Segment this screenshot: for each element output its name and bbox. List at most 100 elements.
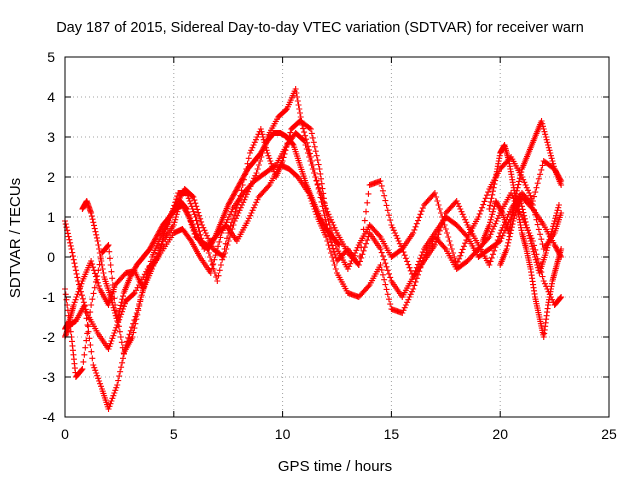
data-point xyxy=(193,217,200,224)
data-point xyxy=(99,266,106,272)
data-point xyxy=(252,202,259,208)
data-point xyxy=(460,214,467,220)
data-point xyxy=(514,202,521,208)
data-point xyxy=(265,183,272,190)
data-point xyxy=(245,188,252,195)
data-point xyxy=(117,368,124,375)
data-point xyxy=(405,261,412,268)
data-point xyxy=(359,235,366,242)
data-point xyxy=(412,278,419,285)
data-point xyxy=(546,236,553,243)
data-point xyxy=(112,387,119,394)
data-point xyxy=(107,262,114,268)
data-point xyxy=(486,222,493,228)
data-point xyxy=(314,182,321,188)
data-point xyxy=(104,242,111,249)
data-point xyxy=(547,150,554,156)
data-point xyxy=(440,217,447,224)
data-point xyxy=(114,314,121,321)
data-point xyxy=(408,288,415,295)
data-point xyxy=(318,175,325,182)
data-layer xyxy=(62,86,565,412)
data-point xyxy=(446,238,453,244)
data-point xyxy=(382,260,389,267)
data-point xyxy=(531,193,538,200)
data-point xyxy=(92,278,99,285)
data-point xyxy=(356,253,363,260)
data-point xyxy=(353,247,360,254)
y-tick-label: -2 xyxy=(43,329,56,345)
data-point xyxy=(526,190,533,196)
data-point xyxy=(237,204,244,211)
data-point xyxy=(74,291,81,298)
data-point xyxy=(330,222,337,228)
data-point xyxy=(401,304,408,311)
data-point xyxy=(95,242,102,248)
data-point xyxy=(90,219,97,226)
data-point xyxy=(287,129,294,136)
data-point xyxy=(110,332,117,339)
series-track-6 xyxy=(486,142,565,340)
data-point xyxy=(550,220,557,227)
data-point xyxy=(547,152,554,159)
data-point xyxy=(107,400,114,407)
data-point xyxy=(139,287,146,294)
data-point xyxy=(476,210,483,217)
data-point xyxy=(249,207,256,214)
data-point xyxy=(119,296,126,303)
data-point xyxy=(121,300,128,307)
data-point xyxy=(489,188,496,195)
data-point xyxy=(294,98,301,104)
data-point xyxy=(504,242,511,249)
data-point xyxy=(404,258,411,265)
data-point xyxy=(399,246,406,252)
data-point xyxy=(157,246,164,252)
data-point xyxy=(520,176,527,183)
data-point xyxy=(73,270,80,277)
data-point xyxy=(306,150,313,157)
data-point xyxy=(488,228,495,235)
data-point xyxy=(107,294,114,300)
data-point xyxy=(156,250,163,256)
data-point xyxy=(192,200,199,207)
data-point xyxy=(230,222,237,228)
data-point xyxy=(317,194,324,201)
data-point xyxy=(160,234,167,240)
data-point xyxy=(395,238,402,244)
data-point xyxy=(326,214,333,220)
data-point xyxy=(312,148,319,155)
y-tick-label: -1 xyxy=(43,289,56,305)
data-point xyxy=(142,278,149,285)
data-point xyxy=(189,193,196,200)
data-point xyxy=(130,290,137,297)
data-point xyxy=(384,207,391,214)
data-point xyxy=(535,226,542,233)
data-point xyxy=(509,221,516,228)
data-point xyxy=(379,271,386,278)
data-point xyxy=(302,132,309,139)
data-point xyxy=(64,307,71,314)
data-point xyxy=(328,239,335,246)
data-point xyxy=(65,233,72,240)
data-point xyxy=(492,177,499,184)
data-point xyxy=(90,362,97,368)
data-point xyxy=(520,209,527,216)
data-point xyxy=(558,246,565,252)
data-point xyxy=(347,260,354,267)
x-tick-label: 20 xyxy=(492,426,508,442)
data-point xyxy=(120,303,127,310)
data-point xyxy=(402,302,409,308)
data-point xyxy=(83,337,90,344)
data-point xyxy=(108,296,115,303)
data-point xyxy=(216,267,223,274)
data-point xyxy=(98,383,105,390)
data-point xyxy=(105,346,112,352)
data-point xyxy=(417,211,424,218)
data-point xyxy=(106,248,113,255)
data-point xyxy=(215,243,222,250)
data-point xyxy=(292,86,299,92)
data-point xyxy=(298,118,305,124)
data-point xyxy=(210,261,217,268)
data-point xyxy=(232,215,239,222)
data-point xyxy=(94,273,101,280)
